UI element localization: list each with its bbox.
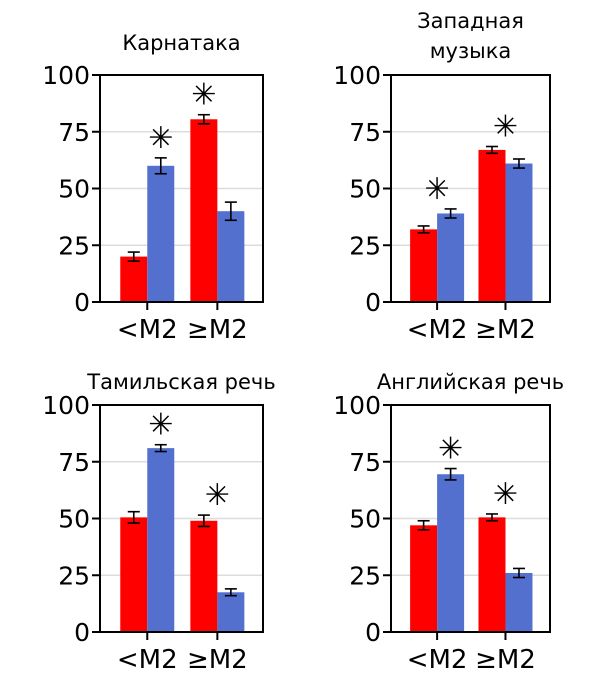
x-category-label: ≥M2 bbox=[475, 645, 536, 675]
bar-red-1 bbox=[190, 520, 218, 632]
y-tick-label: 75 bbox=[58, 118, 90, 147]
y-tick-label: 100 bbox=[333, 391, 381, 420]
y-tick-label: 50 bbox=[58, 505, 90, 534]
x-category-label: <M2 bbox=[117, 315, 178, 345]
x-category-label: ≥M2 bbox=[187, 645, 248, 675]
plot-frame bbox=[390, 74, 551, 303]
bar-blue-0 bbox=[437, 213, 465, 302]
bar-blue-1 bbox=[217, 211, 245, 302]
bar-red-0 bbox=[410, 525, 438, 632]
significance-star: ✳ bbox=[493, 477, 518, 512]
panel-title: Английская речь bbox=[377, 370, 564, 394]
y-tick-label: 25 bbox=[58, 231, 90, 260]
significance-star: ✳ bbox=[148, 121, 173, 156]
bar-blue-0 bbox=[437, 474, 465, 632]
y-tick-label: 50 bbox=[58, 175, 90, 204]
x-category-label: ≥M2 bbox=[187, 315, 248, 345]
bar-red-0 bbox=[120, 517, 148, 632]
bar-red-1 bbox=[478, 149, 506, 302]
y-tick-label: 50 bbox=[349, 175, 381, 204]
significance-star: ✳ bbox=[493, 110, 518, 145]
bar-red-0 bbox=[410, 229, 438, 302]
bar-blue-1 bbox=[505, 163, 533, 302]
y-tick-label: 75 bbox=[349, 118, 381, 147]
plot-frame bbox=[99, 74, 264, 303]
y-tick-label: 0 bbox=[365, 288, 381, 317]
bar-red-1 bbox=[478, 517, 506, 632]
significance-star: ✳ bbox=[438, 432, 463, 467]
y-tick-label: 25 bbox=[58, 561, 90, 590]
y-tick-label: 75 bbox=[58, 448, 90, 477]
x-category-label: <M2 bbox=[117, 645, 178, 675]
chart-panel-2: Западная музыка 0 25 50 75 100 ✳ ✳ <M2 ≥M2 bbox=[333, 9, 551, 345]
y-tick-label: 0 bbox=[74, 288, 90, 317]
x-category-label: <M2 bbox=[407, 315, 468, 345]
plot-frame bbox=[390, 404, 551, 633]
y-tick-label: 100 bbox=[42, 391, 90, 420]
y-tick-label: 75 bbox=[349, 448, 381, 477]
significance-star: ✳ bbox=[191, 78, 216, 113]
y-tick-label: 100 bbox=[333, 61, 381, 90]
bar-blue-1 bbox=[505, 572, 533, 632]
y-tick-label: 0 bbox=[365, 618, 381, 647]
significance-star: ✳ bbox=[425, 172, 450, 207]
bar-red-1 bbox=[190, 119, 218, 302]
panel-title: музыка bbox=[430, 39, 512, 63]
bar-blue-1 bbox=[217, 592, 245, 632]
panel-title: Тамильская речь bbox=[86, 370, 275, 394]
chart-panel-1: Карнатака 0 25 50 75 100 ✳ ✳ <M2 ≥M2 bbox=[42, 31, 264, 345]
y-tick-label: 25 bbox=[349, 231, 381, 260]
panel-title: Карнатака bbox=[122, 31, 240, 55]
y-tick-label: 0 bbox=[74, 618, 90, 647]
chart-panel-4: Английская речь 0 25 50 75 100 ✳ ✳ <M2 ≥M2 bbox=[333, 370, 564, 675]
significance-star: ✳ bbox=[148, 408, 173, 443]
x-category-label: <M2 bbox=[407, 645, 468, 675]
y-tick-label: 25 bbox=[349, 561, 381, 590]
chart-panel-3: Тамильская речь 0 25 50 75 100 ✳ ✳ <M2 ≥M2 bbox=[42, 370, 275, 675]
bar-blue-0 bbox=[147, 165, 175, 302]
y-tick-label: 50 bbox=[349, 505, 381, 534]
bar-blue-0 bbox=[147, 448, 175, 632]
bar-red-0 bbox=[120, 256, 148, 302]
significance-star: ✳ bbox=[205, 478, 230, 513]
panel-title: Западная bbox=[417, 9, 524, 33]
x-category-label: ≥M2 bbox=[475, 315, 536, 345]
plot-frame bbox=[99, 404, 264, 633]
y-tick-label: 100 bbox=[42, 61, 90, 90]
